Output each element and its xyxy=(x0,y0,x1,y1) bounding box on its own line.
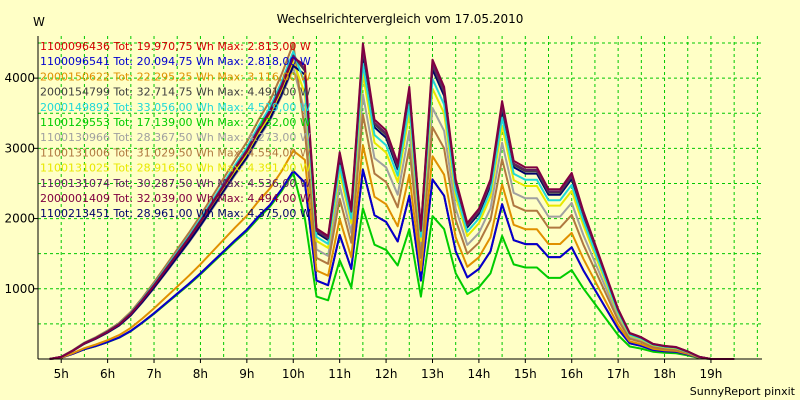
chart-title: Wechselrichtervergleich vom 17.05.2010 xyxy=(277,12,524,26)
legend-entry-1100096436: 1100096436 Tot: 19.970,75 Wh Max: 2.813,… xyxy=(40,40,311,53)
legend-entry-1100130966: 1100130966 Tot: 28.367,50 Wh Max: 4.273,… xyxy=(40,131,311,144)
series-group xyxy=(49,42,735,360)
legend-entry-2000154799: 2000154799 Tot: 32.714,75 Wh Max: 4.491,… xyxy=(40,86,311,99)
x-tick-label: 16h xyxy=(560,367,583,381)
legend-entry-1100131006: 1100131006 Tot: 31.029,50 Wh Max: 4.554,… xyxy=(40,146,311,159)
legend-entry-2000149892: 2000149892 Tot: 33.056,00 Wh Max: 4.519,… xyxy=(40,101,311,114)
legend-entry-2000150622: 2000150622 Tot: 22.295,25 Wh Max: 3.116,… xyxy=(40,70,311,83)
series-line-1100096541 xyxy=(49,168,735,360)
y-tick-label: 4000 xyxy=(4,71,35,85)
legend-entry-1100096541: 1100096541 Tot: 20.094,75 Wh Max: 2.818,… xyxy=(40,55,311,68)
credit-label: SunnyReport pinxit xyxy=(690,385,796,398)
axes: 5h 6h 7h 8h 9h 10h 11h 12h 13h 14h 15h 16h 17h 18h 19h… xyxy=(4,36,762,381)
y-tick-label: 3000 xyxy=(4,141,35,155)
legend: 1100096436 Tot: 19.970,75 Wh Max: 2.813,… xyxy=(40,40,311,220)
x-tick-label: 12h xyxy=(375,367,398,381)
y-tick-label: 2000 xyxy=(4,212,35,226)
x-tick-label: 13h xyxy=(421,367,444,381)
x-tick-label: 8h xyxy=(193,367,208,381)
x-tick-label: 15h xyxy=(514,367,537,381)
x-tick-label: 7h xyxy=(146,367,161,381)
legend-entry-1100129553: 1100129553 Tot: 17.139,00 Wh Max: 2.732,… xyxy=(40,116,311,129)
x-tick-label: 11h xyxy=(328,367,351,381)
x-tick-label: 10h xyxy=(282,367,305,381)
legend-entry-1100131025: 1100131025 Tot: 28.916,50 Wh Max: 4.391,… xyxy=(40,162,311,175)
series-line-1100131006 xyxy=(49,42,735,360)
x-tick-label: 19h xyxy=(700,367,723,381)
x-tick-label: 5h xyxy=(54,367,69,381)
y-tick-label: 1000 xyxy=(4,282,35,296)
legend-entry-1100131074: 1100131074 Tot: 30.287,50 Wh Max: 4.536,… xyxy=(40,177,311,190)
series-line-2000150622 xyxy=(49,144,735,360)
x-tick-label: 17h xyxy=(607,367,630,381)
x-tick-label: 9h xyxy=(239,367,254,381)
x-tick-label: 18h xyxy=(653,367,676,381)
y-axis-label: W xyxy=(33,15,45,29)
legend-entry-2000001409: 2000001409 Tot: 32.039,00 Wh Max: 4.494,… xyxy=(40,192,311,205)
x-tick-label: 14h xyxy=(467,367,490,381)
x-tick-label: 6h xyxy=(100,367,115,381)
series-line-2000001409 xyxy=(49,42,735,360)
legend-entry-1100213451: 1100213451 Tot: 28.961,00 Wh Max: 4.375,… xyxy=(40,207,311,220)
